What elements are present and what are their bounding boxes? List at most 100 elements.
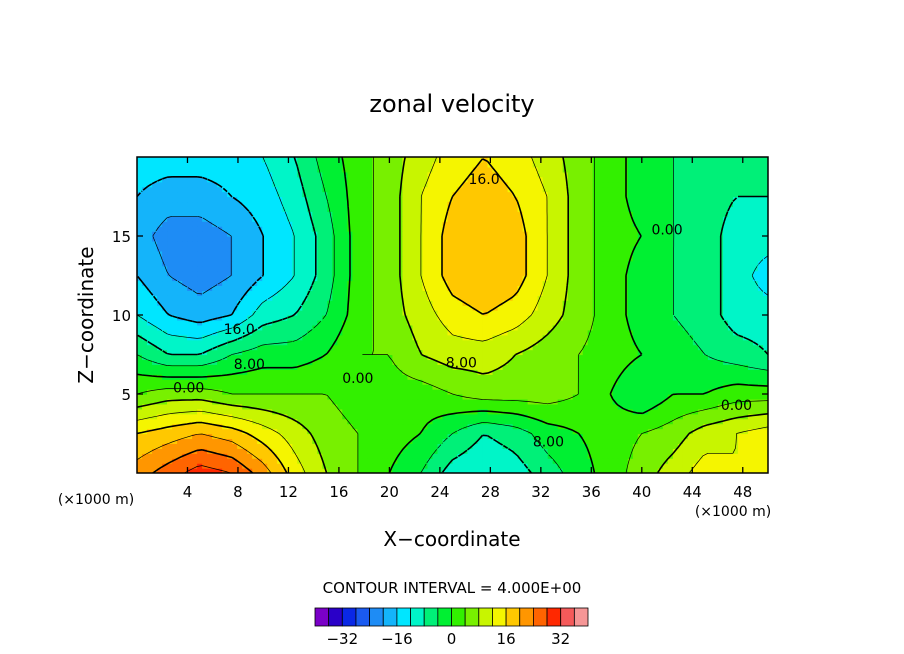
contour-cell bbox=[517, 305, 524, 311]
contour-cell bbox=[587, 463, 594, 469]
contour-cell bbox=[327, 359, 333, 365]
contour-cell bbox=[417, 418, 424, 425]
contour-cell bbox=[452, 280, 459, 286]
contour-cell bbox=[682, 280, 689, 286]
contour-cell bbox=[442, 458, 449, 464]
contour-cell bbox=[622, 344, 629, 351]
contour-cell bbox=[532, 329, 539, 336]
contour-cell bbox=[682, 398, 689, 405]
contour-cell bbox=[742, 384, 749, 390]
contour-cell bbox=[312, 364, 318, 370]
contour-cell bbox=[657, 329, 664, 336]
contour-cell bbox=[577, 453, 584, 459]
contour-cell bbox=[222, 448, 228, 454]
contour-cell bbox=[737, 384, 744, 390]
contour-cell bbox=[312, 310, 318, 316]
contour-cell bbox=[402, 433, 409, 440]
contour-cell bbox=[487, 463, 494, 469]
contour-cell bbox=[372, 448, 378, 454]
contour-cell bbox=[262, 468, 268, 473]
contour-cell bbox=[152, 389, 158, 395]
contour-cell bbox=[202, 433, 208, 440]
contour-cell bbox=[172, 448, 178, 454]
contour-cell bbox=[272, 408, 278, 415]
contour-cell bbox=[697, 384, 704, 390]
contour-cell bbox=[322, 443, 328, 449]
contour-cell bbox=[407, 359, 414, 365]
contour-cell bbox=[602, 295, 609, 301]
contour-cell bbox=[552, 369, 559, 375]
contour-cell bbox=[317, 428, 323, 435]
contour-cell bbox=[342, 458, 348, 464]
contour-cell bbox=[387, 418, 394, 425]
contour-cell bbox=[547, 369, 554, 375]
contour-cell bbox=[452, 310, 459, 316]
contour-cell bbox=[692, 349, 699, 356]
contour-cell bbox=[237, 344, 243, 351]
contour-cell bbox=[687, 428, 694, 435]
contour-cell bbox=[307, 408, 313, 415]
contour-cell bbox=[182, 443, 188, 449]
contour-cell bbox=[592, 310, 599, 316]
contour-cell bbox=[752, 398, 759, 405]
contour-cell bbox=[372, 433, 378, 440]
contour-cell bbox=[562, 418, 569, 425]
contour-cell bbox=[267, 433, 273, 440]
contour-cell bbox=[422, 354, 429, 361]
contour-cell bbox=[492, 319, 499, 326]
contour-cell bbox=[247, 389, 253, 395]
contour-cell bbox=[702, 324, 709, 331]
contour-cell bbox=[632, 359, 639, 365]
contour-cell bbox=[707, 349, 714, 356]
contour-cell bbox=[692, 329, 699, 336]
contour-cell bbox=[712, 423, 719, 430]
contour-cell bbox=[627, 305, 634, 311]
contour-cell bbox=[602, 428, 609, 435]
contour-cell bbox=[757, 305, 764, 311]
contour-cell bbox=[332, 310, 338, 316]
contour-cell bbox=[467, 349, 474, 356]
contour-cell bbox=[367, 285, 373, 291]
contour-cell bbox=[457, 334, 464, 341]
contour-cell bbox=[152, 349, 158, 356]
contour-cell bbox=[242, 423, 248, 430]
contour-cell bbox=[202, 453, 208, 459]
contour-cell bbox=[622, 374, 629, 380]
contour-cell bbox=[232, 423, 238, 430]
contour-cell bbox=[752, 364, 759, 370]
contour-cell bbox=[247, 354, 253, 361]
contour-cell bbox=[477, 418, 484, 425]
contour-cell bbox=[697, 418, 704, 425]
contour-cell bbox=[427, 379, 434, 385]
contour-cell bbox=[397, 349, 404, 356]
contour-cell bbox=[477, 413, 484, 420]
contour-cell bbox=[197, 349, 203, 356]
contour-cell bbox=[297, 354, 303, 361]
contour-cell bbox=[347, 344, 353, 351]
contour-cell bbox=[367, 379, 373, 385]
contour-cell bbox=[412, 369, 419, 375]
contour-cell bbox=[197, 369, 203, 375]
contour-cell bbox=[597, 300, 604, 306]
contour-cell bbox=[587, 413, 594, 420]
contour-cell bbox=[262, 463, 268, 469]
contour-cell bbox=[582, 305, 589, 311]
contour-cell bbox=[617, 408, 624, 415]
contour-cell bbox=[597, 319, 604, 326]
contour-cell bbox=[437, 315, 444, 321]
contour-cell bbox=[662, 290, 669, 296]
contour-cell bbox=[417, 344, 424, 351]
contour-cell bbox=[177, 468, 183, 473]
contour-cell bbox=[497, 384, 504, 390]
contour-cell bbox=[742, 300, 749, 306]
contour-cell bbox=[302, 280, 308, 286]
contour-cell bbox=[607, 324, 614, 331]
contour-cell bbox=[362, 438, 368, 444]
contour-cell bbox=[167, 438, 173, 444]
contour-cell bbox=[362, 290, 368, 296]
contour-cell bbox=[307, 339, 313, 346]
contour-cell bbox=[692, 443, 699, 449]
contour-cell bbox=[577, 468, 584, 473]
contour-cell bbox=[217, 463, 223, 469]
contour-cell bbox=[452, 398, 459, 405]
